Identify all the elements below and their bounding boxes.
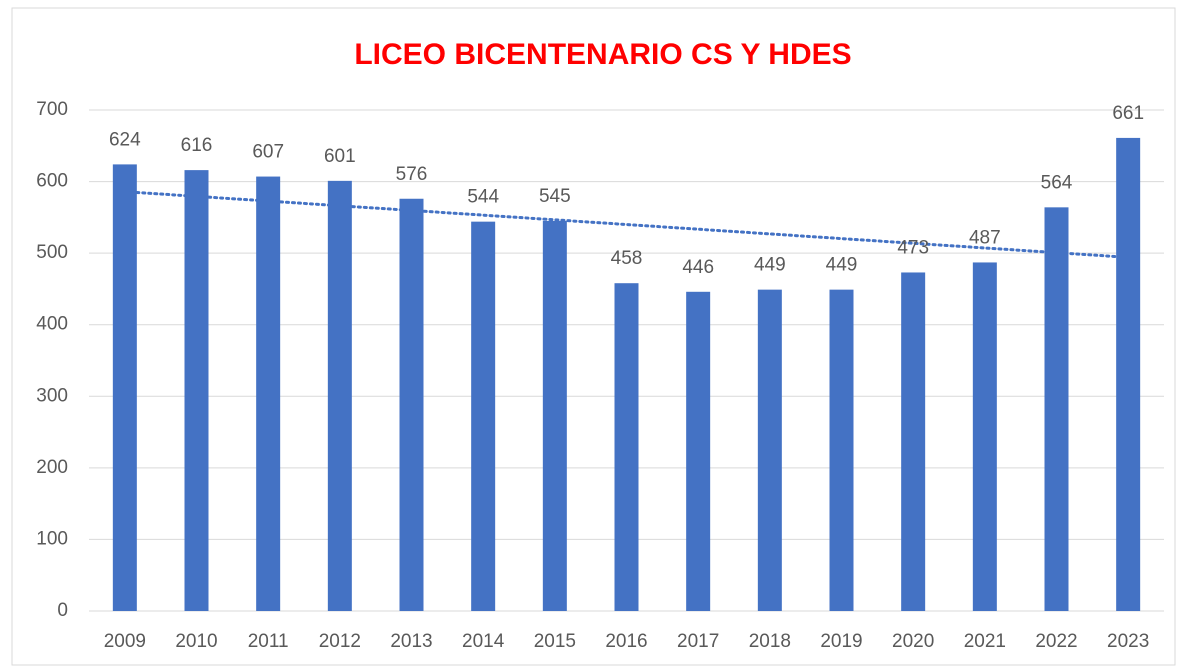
x-tick-label: 2012 bbox=[319, 631, 361, 652]
bar bbox=[972, 262, 997, 611]
data-label: 601 bbox=[324, 146, 356, 167]
data-label: 487 bbox=[969, 227, 1001, 248]
bar bbox=[901, 272, 926, 611]
y-tick-label: 200 bbox=[36, 457, 68, 478]
y-tick-label: 500 bbox=[36, 242, 68, 263]
data-label: 473 bbox=[897, 237, 929, 258]
x-tick-label: 2017 bbox=[677, 631, 719, 652]
x-tick-label: 2018 bbox=[749, 631, 791, 652]
data-label: 576 bbox=[396, 164, 428, 185]
y-tick-label: 400 bbox=[36, 314, 68, 335]
bar bbox=[1044, 207, 1069, 611]
bar bbox=[614, 283, 639, 611]
y-tick-label: 700 bbox=[36, 99, 68, 120]
x-tick-label: 2021 bbox=[964, 631, 1006, 652]
chart-title: LICEO BICENTENARIO CS Y HDES bbox=[354, 38, 851, 71]
bar bbox=[542, 220, 567, 611]
bar bbox=[184, 170, 209, 611]
data-label: 624 bbox=[109, 129, 141, 150]
trendline bbox=[123, 190, 1130, 259]
x-tick-label: 2009 bbox=[104, 631, 146, 652]
bar bbox=[327, 180, 352, 611]
bar bbox=[1116, 137, 1141, 612]
x-tick-label: 2013 bbox=[390, 631, 432, 652]
data-label: 544 bbox=[467, 187, 499, 208]
x-tick-label: 2019 bbox=[820, 631, 862, 652]
y-tick-label: 100 bbox=[36, 528, 68, 549]
data-label: 449 bbox=[826, 255, 858, 276]
data-label: 449 bbox=[754, 255, 786, 276]
bar bbox=[471, 221, 496, 611]
x-tick-label: 2015 bbox=[534, 631, 576, 652]
x-tick-label: 2020 bbox=[892, 631, 934, 652]
data-label: 458 bbox=[611, 248, 643, 269]
bar bbox=[256, 176, 281, 611]
bar bbox=[686, 291, 711, 611]
x-tick-label: 2016 bbox=[605, 631, 647, 652]
x-tick-label: 2022 bbox=[1035, 631, 1077, 652]
y-tick-label: 0 bbox=[57, 600, 68, 621]
data-label: 616 bbox=[181, 135, 213, 156]
y-tick-label: 300 bbox=[36, 385, 68, 406]
x-tick-label: 2014 bbox=[462, 631, 505, 652]
data-label: 446 bbox=[682, 257, 714, 278]
x-tick-label: 2011 bbox=[248, 631, 289, 652]
bar bbox=[829, 289, 854, 611]
data-label: 564 bbox=[1041, 172, 1073, 193]
bar bbox=[757, 289, 782, 611]
bar bbox=[399, 198, 424, 611]
data-label: 545 bbox=[539, 186, 571, 207]
y-tick-label: 600 bbox=[36, 171, 68, 192]
data-label: 661 bbox=[1112, 103, 1144, 124]
x-tick-label: 2023 bbox=[1107, 631, 1149, 652]
bar bbox=[112, 164, 137, 611]
data-label: 607 bbox=[252, 142, 284, 163]
x-tick-label: 2010 bbox=[175, 631, 217, 652]
